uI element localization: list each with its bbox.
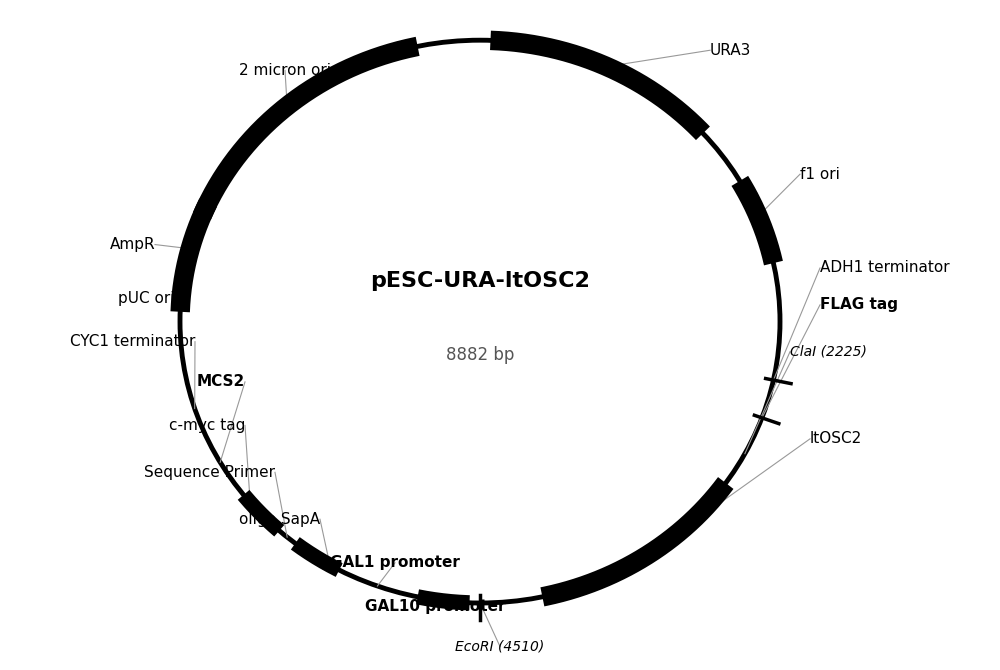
Text: pESC-URA-ltOSC2: pESC-URA-ltOSC2 [370, 271, 590, 291]
Text: ltOSC2: ltOSC2 [810, 431, 862, 446]
Text: URA3: URA3 [710, 43, 751, 58]
Text: oligo SapA: oligo SapA [239, 512, 320, 527]
Text: 2 micron ori: 2 micron ori [239, 63, 331, 78]
Text: f1 ori: f1 ori [800, 167, 840, 182]
Text: CYC1 terminator: CYC1 terminator [70, 334, 195, 349]
Text: MCS2: MCS2 [197, 375, 245, 389]
Text: GAL10 promoter: GAL10 promoter [365, 599, 505, 614]
Text: FLAG tag: FLAG tag [820, 297, 898, 312]
Text: 8882 bp: 8882 bp [446, 346, 514, 364]
Text: GAL1 promoter: GAL1 promoter [330, 555, 460, 570]
Text: ClaI (2225): ClaI (2225) [790, 345, 867, 358]
Text: Sequence Primer: Sequence Primer [144, 465, 275, 480]
Text: AmpR: AmpR [109, 237, 155, 252]
Text: c-myc tag: c-myc tag [169, 418, 245, 433]
Text: pUC ori: pUC ori [119, 291, 175, 306]
Text: EcoRI (4510): EcoRI (4510) [455, 640, 545, 653]
Text: ADH1 terminator: ADH1 terminator [820, 261, 950, 275]
